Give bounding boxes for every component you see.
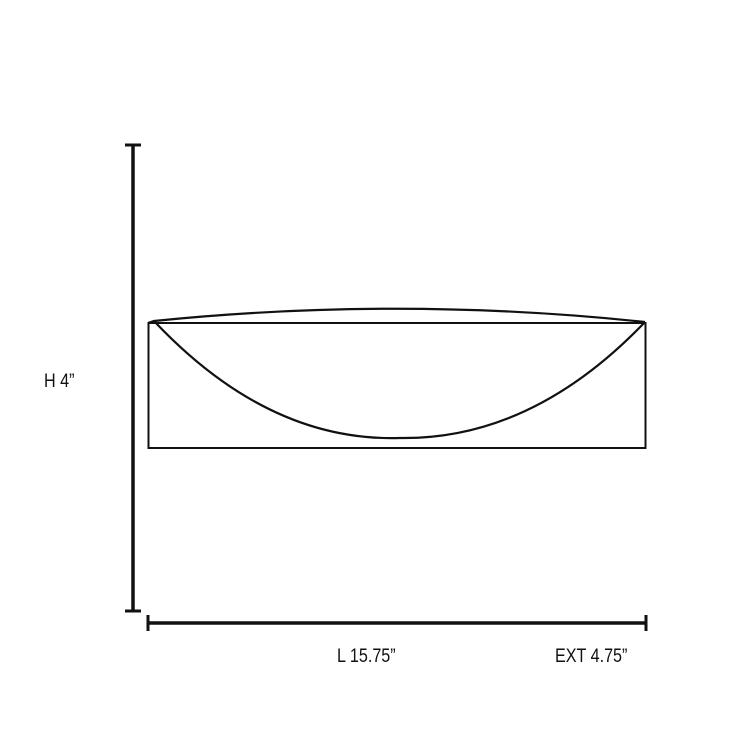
fixture-outline: [147, 322, 647, 449]
height-label: H 4”: [44, 371, 75, 392]
length-label: L 15.75”: [337, 646, 396, 667]
fixture-top-rim: [147, 307, 646, 325]
extension-label: EXT 4.75”: [555, 646, 628, 667]
fixture-bowl-curve: [153, 320, 646, 440]
